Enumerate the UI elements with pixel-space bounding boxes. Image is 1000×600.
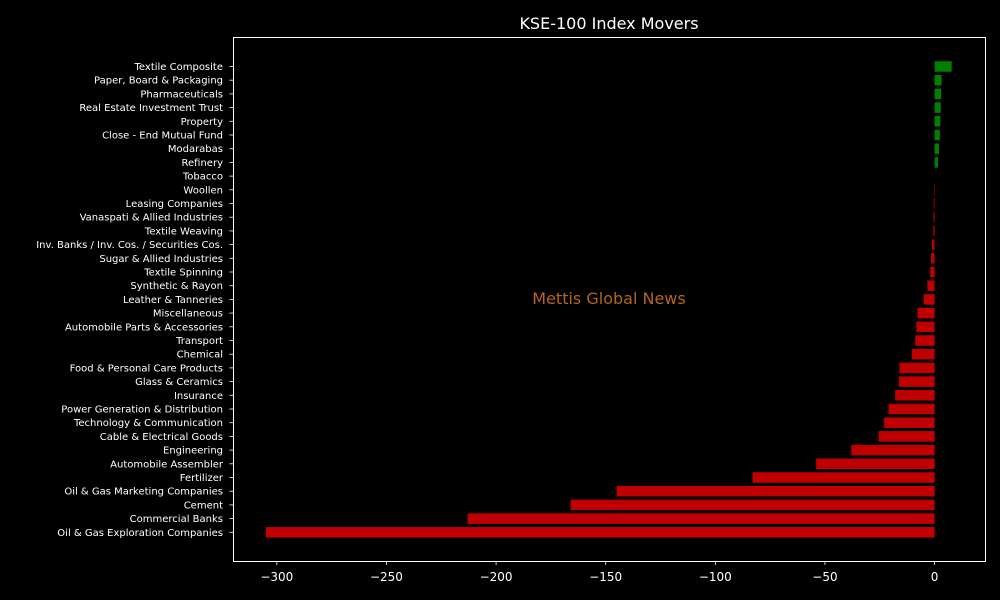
bar <box>931 239 935 250</box>
bar <box>895 390 935 401</box>
category-label: Technology & Communication <box>73 418 223 429</box>
category-label: Miscellaneous <box>153 309 223 320</box>
bar <box>934 102 941 113</box>
bar <box>934 61 952 72</box>
category-label: Tobacco <box>182 172 223 183</box>
category-label: Power Generation & Distribution <box>61 405 223 416</box>
plot-frame <box>233 37 986 562</box>
bar <box>933 225 935 237</box>
category-label: Paper, Board & Packaging <box>94 76 223 87</box>
category-label: Engineering <box>163 446 223 457</box>
category-label: Pharmaceuticals <box>140 89 223 100</box>
bar <box>927 280 935 291</box>
category-label: Chemical <box>177 350 223 361</box>
bar <box>752 472 935 483</box>
category-label: Automobile Parts & Accessories <box>65 322 223 333</box>
x-tick-label: −250 <box>370 570 403 584</box>
x-tick-label: 0 <box>931 570 939 584</box>
x-axis-ticks: −300 −250 −200 −150 −100 −50 0 <box>260 561 938 584</box>
category-label: Food & Personal Care Products <box>70 363 223 374</box>
category-label: Transport <box>175 336 223 347</box>
bar <box>917 307 935 319</box>
bar <box>934 157 939 168</box>
chart-title: KSE-100 Index Movers <box>519 14 698 33</box>
bar <box>265 527 935 538</box>
bar <box>934 88 942 100</box>
category-label: Synthetic & Rayon <box>130 281 223 292</box>
bar <box>933 198 935 209</box>
category-label: Leather & Tanneries <box>123 295 223 306</box>
bar <box>934 129 940 141</box>
category-label: Cement <box>184 500 223 511</box>
bar <box>934 143 939 154</box>
category-label: Textile Spinning <box>143 268 223 279</box>
category-label: Glass & Ceramics <box>135 377 223 388</box>
bar <box>467 513 935 524</box>
bar <box>816 458 935 470</box>
bar <box>899 362 935 374</box>
bar <box>616 485 935 497</box>
bar <box>851 444 935 456</box>
bar <box>923 294 935 305</box>
category-label: Oil & Gas Exploration Companies <box>57 528 223 539</box>
bar <box>911 348 935 360</box>
category-label: Leasing Companies <box>126 199 223 210</box>
bar <box>930 266 935 278</box>
bar <box>934 74 942 86</box>
bar <box>934 116 941 127</box>
category-label: Insurance <box>174 391 223 402</box>
bar <box>888 403 935 415</box>
bar <box>933 184 935 196</box>
category-label: Sugar & Allied Industries <box>99 254 223 265</box>
category-label: Automobile Assembler <box>110 459 224 470</box>
bars-group <box>265 61 952 538</box>
category-label: Oil & Gas Marketing Companies <box>64 487 223 498</box>
bar <box>898 376 935 387</box>
category-label: Property <box>181 117 223 128</box>
category-label: Textile Weaving <box>144 226 223 237</box>
bar <box>884 417 935 428</box>
x-tick-label: −50 <box>812 570 837 584</box>
bar <box>931 253 935 264</box>
category-labels: Textile Composite Paper, Board & Packagin… <box>36 62 233 539</box>
bar <box>570 499 935 511</box>
bar <box>915 335 935 346</box>
category-label: Refinery <box>182 158 224 169</box>
category-label: Fertilizer <box>180 473 224 484</box>
category-label: Modarabas <box>168 144 223 155</box>
category-label: Close - End Mutual Fund <box>102 131 223 142</box>
watermark-text: Mettis Global News <box>532 289 685 308</box>
category-label: Inv. Banks / Inv. Cos. / Securities Cos. <box>36 240 223 251</box>
bar <box>933 211 935 223</box>
x-tick-label: −100 <box>699 570 732 584</box>
category-label: Vanaspati & Allied Industries <box>80 213 223 224</box>
bar <box>878 431 935 442</box>
category-label: Textile Composite <box>134 62 223 73</box>
category-label: Commercial Banks <box>130 514 223 525</box>
bar <box>916 321 935 333</box>
x-tick-label: −200 <box>480 570 513 584</box>
category-label: Cable & Electrical Goods <box>100 432 223 443</box>
x-tick-label: −150 <box>589 570 622 584</box>
x-tick-label: −300 <box>260 570 293 584</box>
category-label: Real Estate Investment Trust <box>79 103 223 114</box>
category-label: Woollen <box>183 185 223 196</box>
